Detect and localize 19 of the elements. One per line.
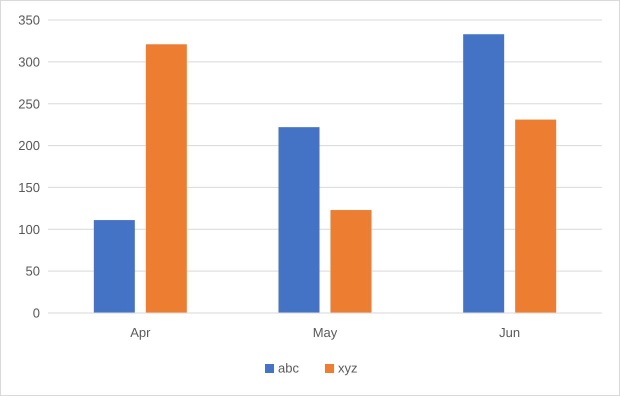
x-tick-label: May bbox=[312, 325, 338, 340]
bar bbox=[278, 127, 320, 313]
bar bbox=[94, 220, 135, 313]
y-tick-label: 150 bbox=[18, 180, 40, 195]
legend-label: abc bbox=[278, 360, 300, 376]
y-tick-label: 0 bbox=[32, 306, 40, 321]
bar bbox=[146, 44, 187, 313]
y-tick-label: 200 bbox=[18, 138, 40, 154]
y-tick-label: 300 bbox=[18, 54, 40, 70]
y-tick-label: 50 bbox=[26, 264, 40, 279]
y-tick-label: 350 bbox=[18, 12, 40, 28]
x-tick-label: Apr bbox=[130, 325, 152, 340]
bar bbox=[463, 34, 504, 313]
bar bbox=[515, 120, 556, 313]
legend-label: xyz bbox=[338, 360, 358, 376]
y-tick-label: 250 bbox=[18, 96, 40, 112]
y-tick-label: 100 bbox=[18, 222, 40, 237]
x-tick-label: Jun bbox=[499, 325, 520, 340]
bar bbox=[330, 210, 372, 313]
